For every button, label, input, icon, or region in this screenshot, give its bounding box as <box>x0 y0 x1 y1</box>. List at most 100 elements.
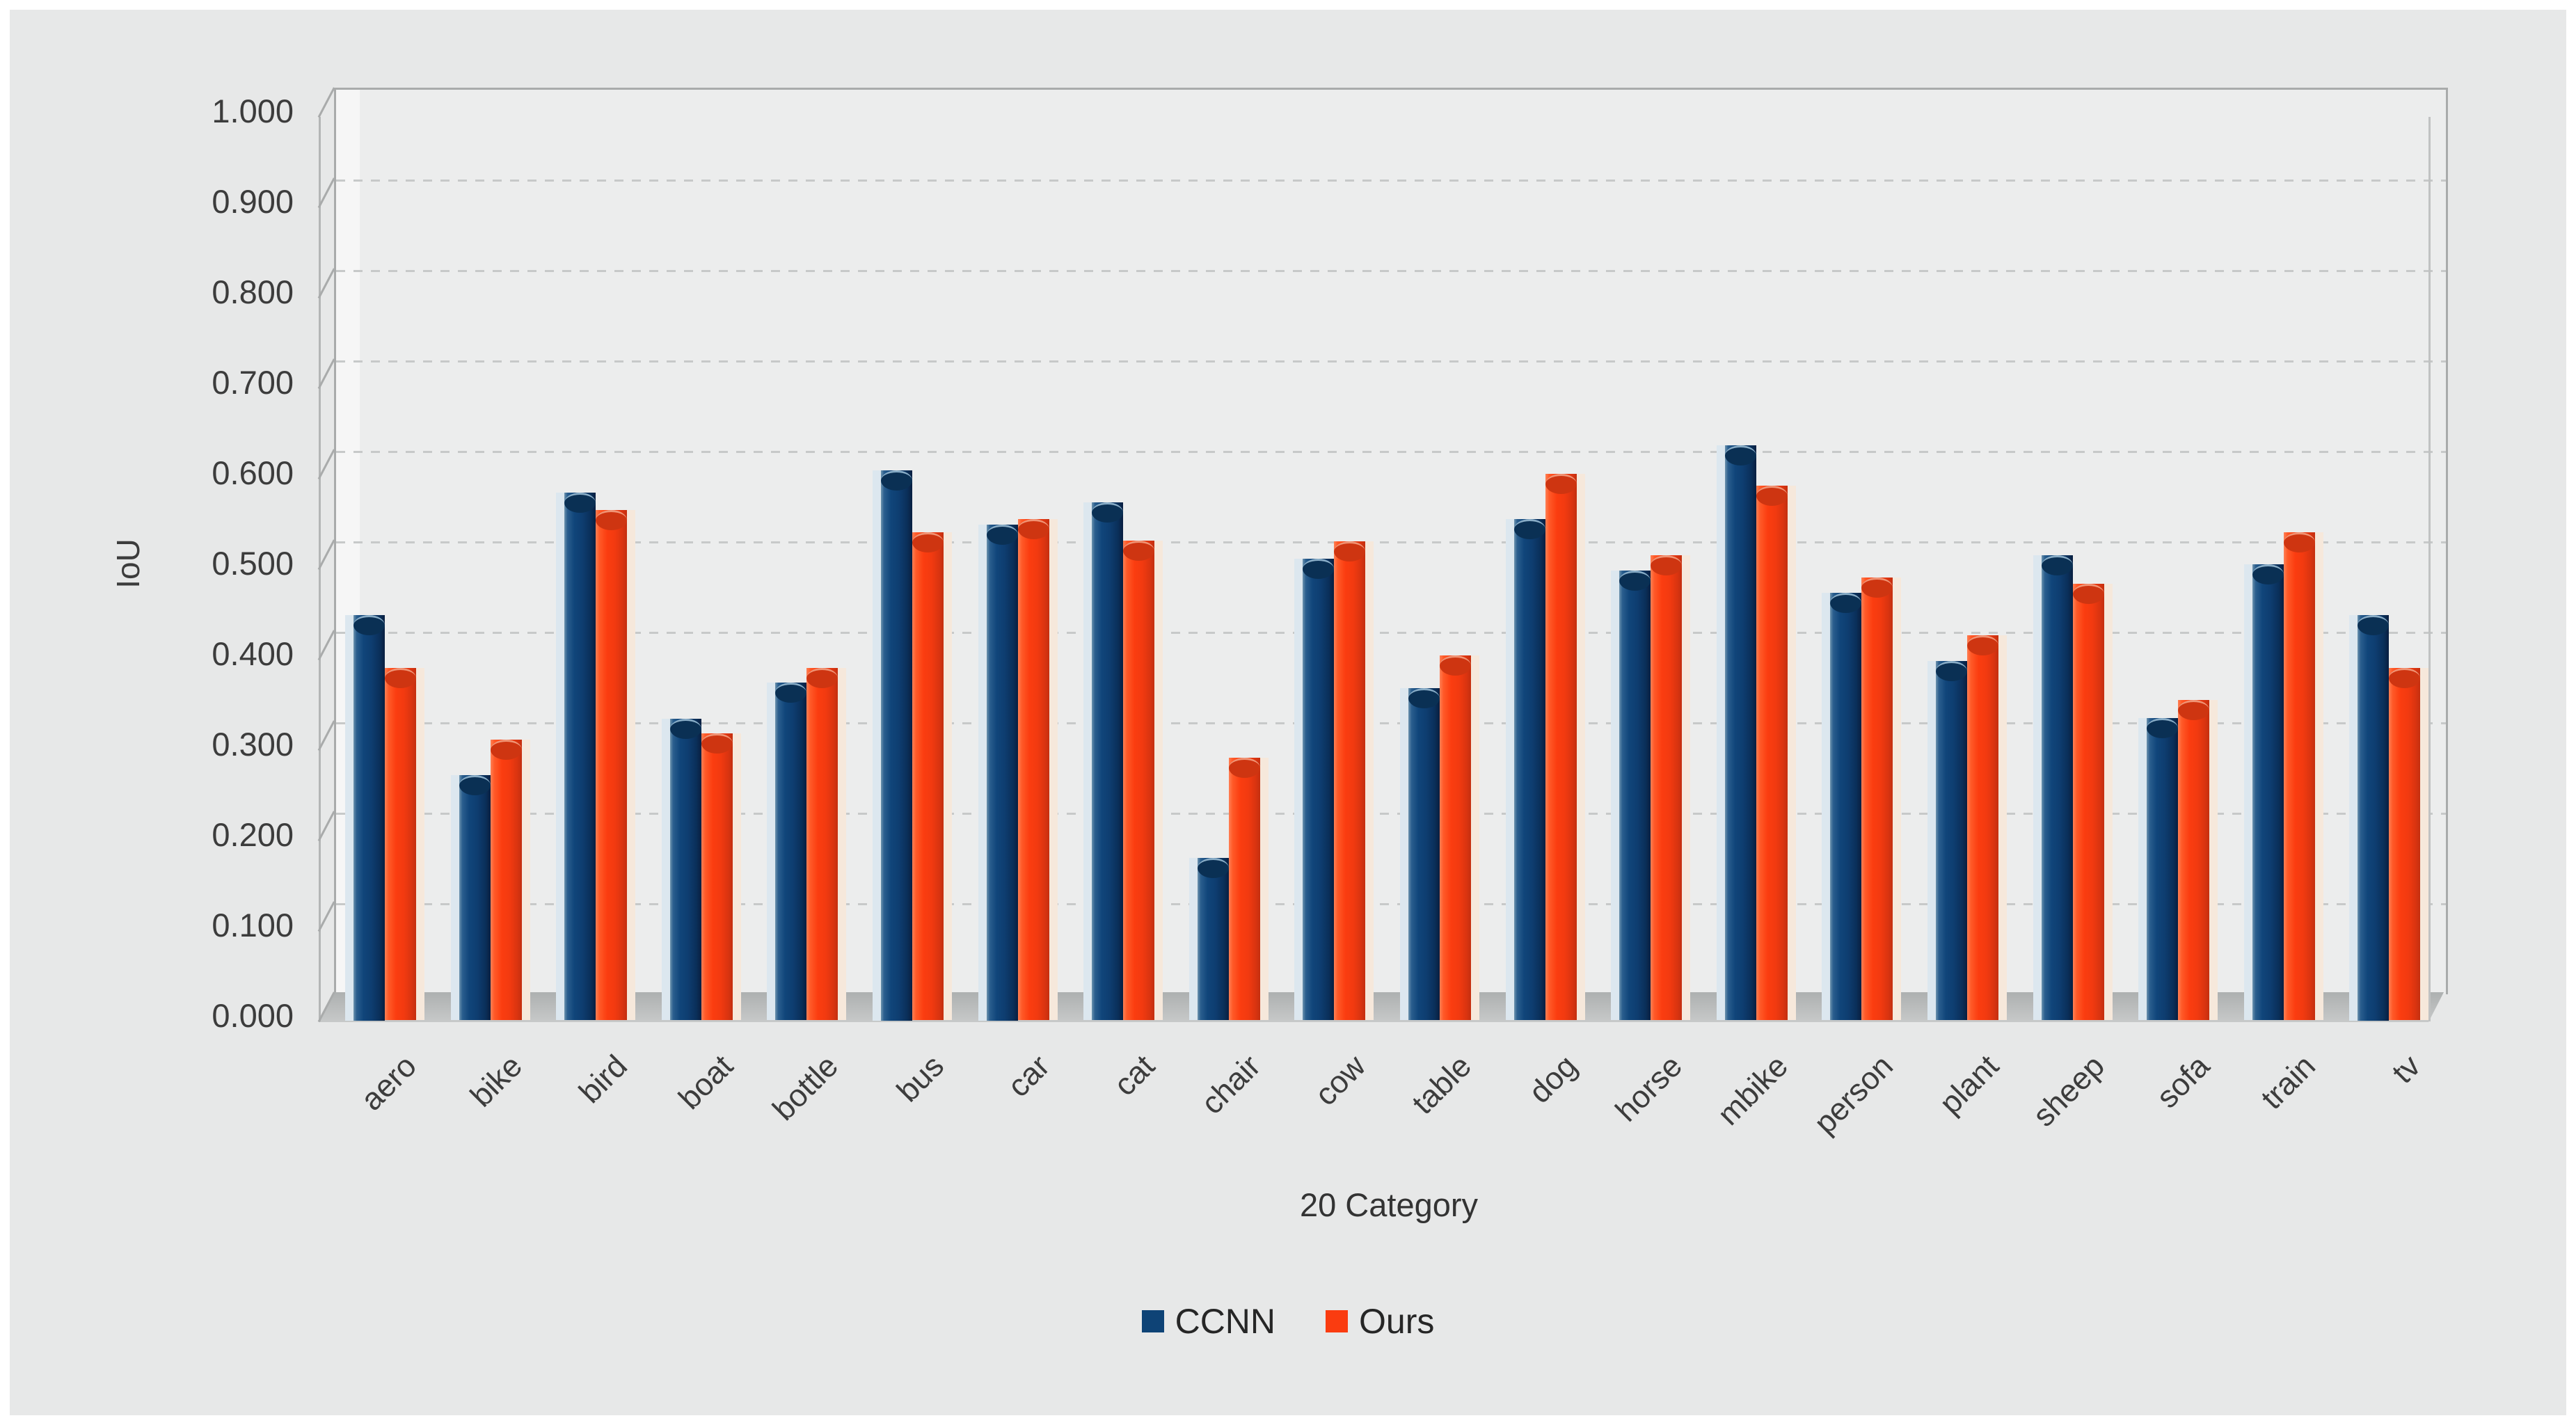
bar-ours-boat <box>701 733 733 1020</box>
bar-ours-bus <box>912 532 944 1020</box>
bar-ours-horse <box>1651 555 1682 1020</box>
bar-cap <box>1229 758 1260 778</box>
legend-label-ccnn: CCNN <box>1175 1302 1276 1341</box>
bar-cap <box>353 615 385 635</box>
tick-1.000 <box>317 87 335 118</box>
gridline-0_600 <box>336 451 2446 453</box>
bar-cap <box>1861 578 1893 598</box>
bar-cap <box>806 668 838 688</box>
legend-item-ccnn: CCNN <box>1141 1301 1276 1342</box>
bar-ours-train <box>2284 532 2315 1020</box>
y-tick-label-0.400: 0.400 <box>212 635 294 672</box>
bar-cap <box>775 683 806 703</box>
bar-cap <box>1408 688 1440 708</box>
bar-cap <box>1725 445 1756 465</box>
legend-swatch-ours <box>1326 1310 1349 1332</box>
bar-cap <box>1651 555 1682 575</box>
bar-ours-chair <box>1229 758 1260 1020</box>
legend-swatch-ccnn <box>1141 1310 1164 1332</box>
bar-cap <box>1936 661 1967 681</box>
bar-cap <box>2284 532 2315 552</box>
bar-cap <box>1545 474 1577 494</box>
bar-cap <box>881 470 912 491</box>
y-tick-label-0.100: 0.100 <box>212 907 294 944</box>
bar-ours-cat <box>1123 541 1154 1020</box>
bar-ours-car <box>1018 519 1049 1020</box>
gridline-0_700 <box>336 360 2446 363</box>
y-tick-label-0.800: 0.800 <box>212 273 294 310</box>
bar-cap <box>670 719 701 739</box>
bar-ccnn-person <box>1830 593 1861 1020</box>
bar-ours-bottle <box>806 668 838 1020</box>
y-axis-title: IoU <box>110 539 146 589</box>
bar-cap <box>2178 700 2209 720</box>
bar-ccnn-cat <box>1092 502 1123 1020</box>
x-axis-title: 20 Category <box>1299 1186 1479 1223</box>
bar-ours-table <box>1440 655 1471 1020</box>
bar-ccnn-sofa <box>2147 718 2178 1020</box>
y-tick-label-0.000: 0.000 <box>212 997 294 1034</box>
gridline-0_300 <box>336 722 2446 724</box>
y-tick-label-0.600: 0.600 <box>212 454 294 491</box>
gridline-0_400 <box>336 632 2446 634</box>
bar-ccnn-chair <box>1198 858 1229 1020</box>
y-tick-label-0.900: 0.900 <box>212 183 294 220</box>
gridline-0_200 <box>336 813 2446 815</box>
bar-cap <box>1756 486 1788 506</box>
bar-ccnn-bus <box>881 470 912 1021</box>
y-tick-label-0.300: 0.300 <box>212 726 294 763</box>
bar-cap <box>1967 635 1998 655</box>
bar-cap <box>1619 571 1651 591</box>
legend: CCNN Ours <box>10 1301 2566 1342</box>
bar-ccnn-sheep <box>2042 555 2073 1020</box>
bar-ccnn-boat <box>670 719 701 1020</box>
y-tick-label-0.700: 0.700 <box>212 364 294 401</box>
bar-cap <box>1092 502 1123 523</box>
bar-ccnn-tv <box>2358 615 2389 1021</box>
legend-item-ours: Ours <box>1326 1301 1434 1342</box>
gridline-0_500 <box>336 541 2446 543</box>
bar-cap <box>2389 668 2420 688</box>
right-front-edge <box>2428 117 2431 1021</box>
bar-ccnn-car <box>987 525 1018 1021</box>
bar-cap <box>2042 555 2073 575</box>
bar-ours-dog <box>1545 474 1577 1020</box>
bar-cap <box>2073 584 2104 604</box>
bar-ccnn-bike <box>459 775 491 1020</box>
bar-cap <box>385 668 416 688</box>
bar-ccnn-horse <box>1619 571 1651 1020</box>
bar-ours-sofa <box>2178 700 2209 1020</box>
bar-cap <box>491 740 522 760</box>
bar-ccnn-train <box>2252 564 2284 1020</box>
bar-ccnn-dog <box>1514 519 1545 1020</box>
bar-ours-sheep <box>2073 584 2104 1020</box>
y-tick-label-0.200: 0.200 <box>212 816 294 853</box>
bar-ours-tv <box>2389 668 2420 1020</box>
chart-canvas: 1.000 0.900 0.800 0.700 0.600 0.500 0.400 0.300… <box>10 10 2566 1415</box>
bar-cap <box>1303 559 1334 579</box>
bar-ccnn-bottle <box>775 683 806 1020</box>
bar-ours-mbike <box>1756 486 1788 1020</box>
bar-ours-person <box>1861 578 1893 1020</box>
bar-cap <box>1123 541 1154 561</box>
bar-cap <box>1514 519 1545 539</box>
gridline-0_100 <box>336 903 2446 905</box>
gridline-0_900 <box>336 180 2446 182</box>
bar-ccnn-mbike <box>1725 445 1756 1020</box>
bar-cap <box>1830 593 1861 613</box>
bar-ours-cow <box>1334 541 1365 1020</box>
bar-cap <box>2358 615 2389 635</box>
bar-cap <box>2252 564 2284 584</box>
bar-cap <box>912 532 944 552</box>
bar-cap <box>1018 519 1049 539</box>
bar-cap <box>2147 718 2178 738</box>
bar-ours-bird <box>596 510 627 1020</box>
plot-floor <box>319 992 2444 1022</box>
bar-cap <box>701 733 733 754</box>
bar-cap <box>987 525 1018 545</box>
bar-ours-aero <box>385 668 416 1020</box>
y-tick-label-0.500: 0.500 <box>212 545 294 582</box>
bar-ccnn-cow <box>1303 559 1334 1020</box>
bar-ccnn-plant <box>1936 661 1967 1020</box>
